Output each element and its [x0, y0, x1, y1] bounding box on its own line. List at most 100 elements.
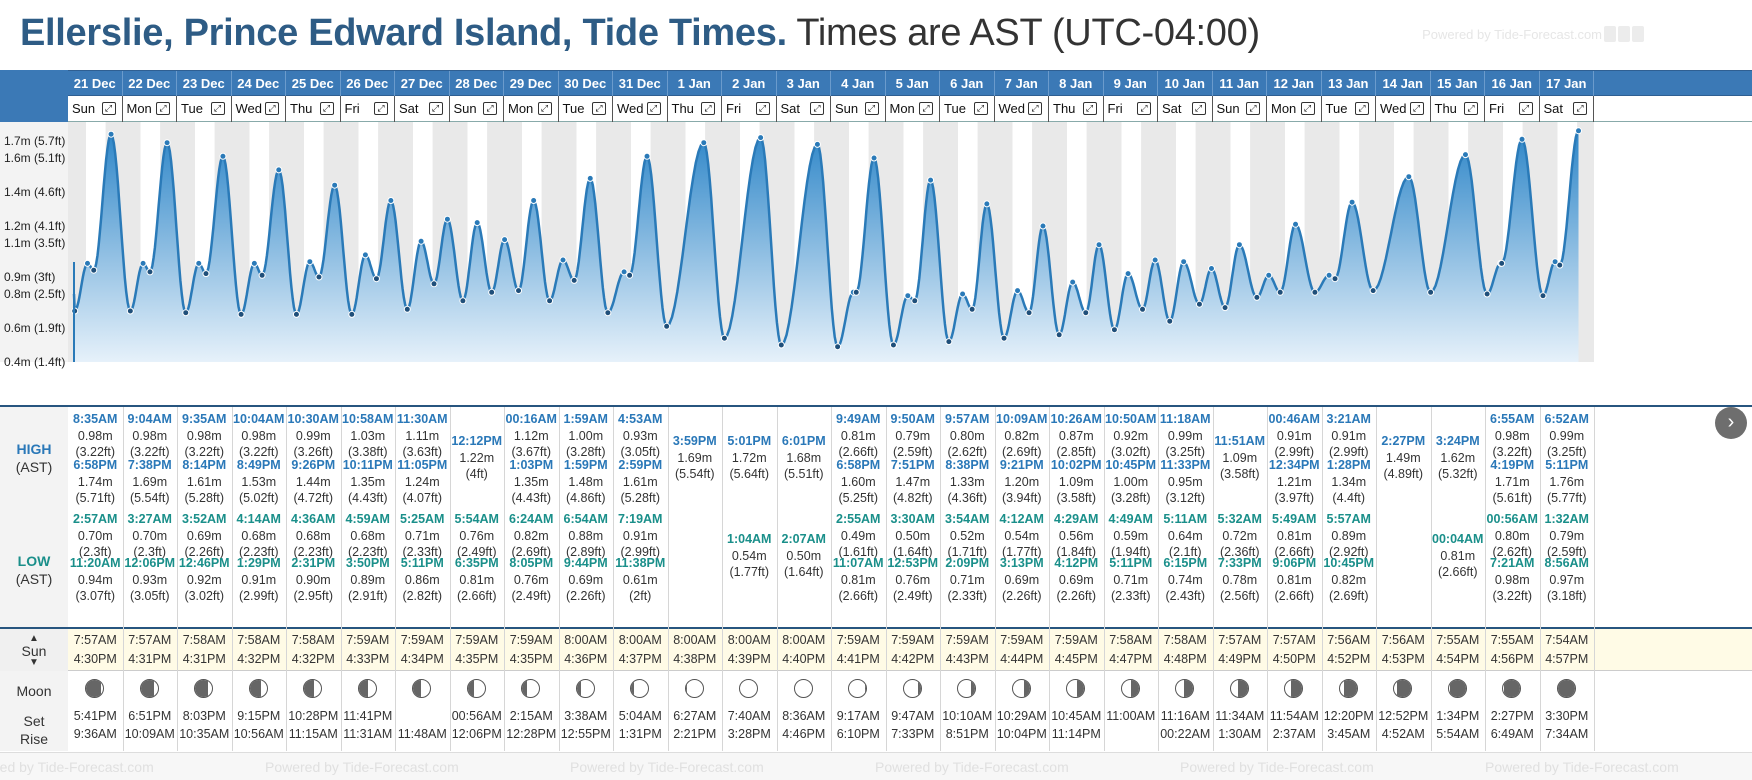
expand-day-icon[interactable]: ⤢ — [1518, 102, 1533, 115]
sun-up-arrow: ▲ — [29, 633, 39, 644]
high-tide-point — [1014, 287, 1022, 295]
high-tide-feet: (3.28ft) — [1110, 491, 1151, 505]
expand-day-icon[interactable]: ⤢ — [265, 102, 279, 115]
expand-day-icon[interactable]: ⤢ — [1300, 102, 1315, 115]
high-tide-meters: 1.11m — [405, 428, 440, 443]
high-label-bg — [0, 407, 68, 507]
footer-powered-by: Powered by Tide-Forecast.com — [265, 759, 459, 775]
low-tide-point — [1195, 300, 1203, 308]
high-tide-meters: 0.99m — [1549, 428, 1585, 443]
day-date-cell: 12 Jan — [1267, 71, 1322, 97]
expand-day-icon[interactable]: ⤢ — [483, 102, 497, 115]
moon-phase-icon — [1447, 679, 1467, 698]
expand-day-icon[interactable]: ⤢ — [537, 102, 552, 115]
expand-day-icon[interactable]: ⤢ — [1137, 102, 1151, 115]
low-tide-meters: 0.97m — [1549, 572, 1585, 587]
moon-phase-icon — [1393, 679, 1413, 698]
high-tide-feet: (5.71ft) — [75, 491, 116, 505]
low-tide-meters: 0.89m — [350, 572, 386, 587]
weekday-cell: Thu ⤢ — [1049, 96, 1104, 122]
low-tide-feet: (2.3ft) — [78, 545, 112, 559]
day-date-cell: 27 Dec — [395, 71, 450, 97]
high-tide-meters: 1.68m — [786, 450, 822, 465]
expand-day-icon[interactable]: ⤢ — [1246, 102, 1260, 115]
moon-shadow — [685, 680, 688, 697]
day-date-cell: 26 Dec — [341, 71, 395, 97]
low-tide-point — [1221, 304, 1229, 312]
high-tide-feet: (2.69ft) — [1001, 445, 1042, 459]
expand-day-icon[interactable]: ⤢ — [374, 102, 388, 115]
expand-day-icon[interactable]: ⤢ — [864, 102, 879, 115]
low-tide-feet: (2.33ft) — [947, 589, 988, 603]
expand-day-icon[interactable]: ⤢ — [1082, 102, 1097, 115]
day-date-cell: 8 Jan — [1049, 71, 1104, 97]
moonset-time: 10:28PM — [288, 709, 339, 723]
day-date-cell: 24 Dec — [232, 71, 286, 97]
low-tide-time: 5:54AM — [454, 512, 499, 526]
low-tide-feet: (2.1ft) — [1168, 545, 1202, 559]
low-tide-entry: 11:38PM 0.61m (2ft) — [613, 555, 668, 605]
scroll-right-button[interactable]: › — [1715, 407, 1747, 439]
day-date-cell: 28 Dec — [450, 71, 504, 97]
expand-day-icon[interactable]: ⤢ — [101, 102, 116, 115]
sun-down-arrow: ▼ — [29, 657, 39, 668]
low-tide-meters: 0.88m — [568, 528, 604, 543]
low-tide-meters: 0.68m — [350, 528, 386, 543]
low-tide-feet: (2.49ft) — [511, 589, 552, 603]
low-tide-time: 7:21AM — [1490, 556, 1535, 570]
expand-day-icon[interactable]: ⤢ — [319, 102, 334, 115]
expand-day-icon[interactable]: ⤢ — [592, 102, 606, 115]
expand-day-icon[interactable]: ⤢ — [428, 102, 443, 115]
low-tide-feet: (2.69ft) — [1328, 589, 1369, 603]
expand-day-icon[interactable]: ⤢ — [973, 102, 988, 115]
expand-day-icon[interactable]: ⤢ — [1573, 102, 1587, 115]
high-tide-meters: 1.34m — [1331, 474, 1367, 489]
moonset-time: 10:10AM — [942, 709, 993, 723]
moon-phase-icon — [466, 679, 486, 698]
weekday-label: Fri — [726, 101, 742, 116]
high-tide-feet: (4.89ft) — [1383, 467, 1424, 481]
moonrise-time: 12:06PM — [451, 727, 502, 741]
column-separator — [395, 407, 396, 751]
expand-day-icon[interactable]: ⤢ — [646, 102, 661, 115]
expand-day-icon[interactable]: ⤢ — [1028, 102, 1042, 115]
low-tide-point — [90, 266, 98, 274]
expand-day-icon[interactable]: ⤢ — [810, 102, 824, 115]
moonset-time: 6:51PM — [128, 709, 172, 723]
high-tide-entry: 10:04AM 0.98m (3.22ft) — [232, 411, 287, 461]
expand-day-icon[interactable]: ⤢ — [1409, 102, 1424, 115]
high-tide-point — [1095, 241, 1103, 249]
high-tide-feet: (2.99ft) — [1328, 445, 1369, 459]
low-tide-meters: 0.52m — [949, 528, 985, 543]
moon-phase-icon — [1066, 679, 1086, 698]
expand-day-icon[interactable]: ⤢ — [755, 102, 770, 115]
moonrise-time: 10:35AM — [179, 727, 230, 741]
low-tide-point — [968, 305, 976, 313]
day-date-cell: 23 Dec — [177, 71, 232, 97]
low-tide-time: 3:13PM — [999, 556, 1044, 570]
moon-label-bg — [0, 671, 68, 751]
high-tide-entry: 8:14PM 1.61m (5.28ft) — [177, 457, 232, 507]
high-tide-point — [1325, 271, 1333, 279]
moonrise-time: 11:48AM — [397, 727, 447, 741]
sunrise-time: 7:55AM — [1490, 633, 1534, 647]
high-tide-feet: (4.4ft) — [1332, 491, 1366, 505]
low-tide-time: 2:57AM — [73, 512, 118, 526]
low-tide-feet: (2.49ft) — [892, 589, 933, 603]
expand-day-icon[interactable]: ⤢ — [1464, 102, 1478, 115]
high-tide-entry: 4:53AM 0.93m (3.05ft) — [613, 411, 668, 461]
high-tide-time: 6:52AM — [1544, 412, 1589, 426]
expand-day-icon[interactable]: ⤢ — [1355, 102, 1369, 115]
low-tide-time: 4:29AM — [1054, 512, 1099, 526]
high-tide-meters: 0.98m — [1494, 428, 1530, 443]
low-tide-feet: (2.33ft) — [402, 545, 443, 559]
expand-day-icon[interactable]: ⤢ — [1191, 102, 1206, 115]
expand-day-icon[interactable]: ⤢ — [156, 102, 170, 115]
expand-day-icon[interactable]: ⤢ — [919, 102, 933, 115]
sun-label-bg — [0, 629, 68, 671]
expand-day-icon[interactable]: ⤢ — [210, 102, 225, 115]
high-tide-time: 8:35AM — [73, 412, 118, 426]
high-tide-entry: 6:52AM 0.99m (3.25ft) — [1540, 411, 1595, 461]
expand-day-icon[interactable]: ⤢ — [701, 102, 715, 115]
low-tide-point — [1276, 288, 1284, 296]
